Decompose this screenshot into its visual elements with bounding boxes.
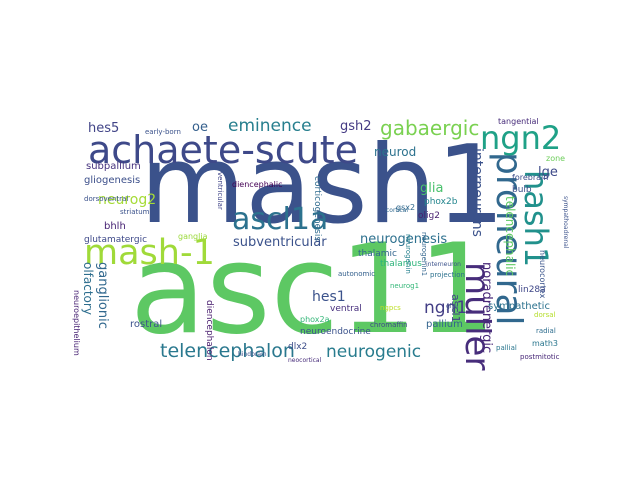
cloud-word: mash-1 (84, 233, 215, 273)
cloud-word: achaete-scute (88, 128, 358, 172)
cloud-word: ngn1 (424, 298, 468, 318)
cloud-word: glial (446, 303, 459, 310)
cloud-word: ventral (330, 304, 362, 314)
cloud-word: forebrain (512, 173, 549, 182)
cloud-word: hes5 (88, 121, 120, 136)
cloud-word: glia (420, 181, 444, 196)
cloud-word: zone (546, 154, 566, 163)
cloud-word: interneuron (426, 261, 461, 268)
cloud-word: gsh2 (340, 119, 372, 134)
cloud-word: neurogenesis (360, 232, 448, 247)
cloud-word: sympathoadrenal (562, 196, 569, 249)
cloud-word: oe (192, 120, 208, 135)
cloud-word: phox2b (424, 197, 458, 207)
cloud-word: bulb (512, 185, 532, 195)
cloud-word: lge (538, 165, 558, 180)
cloud-word: pallium (426, 319, 463, 330)
cloud-word: asc11 (130, 218, 497, 362)
cloud-word: ngpcs (380, 304, 401, 312)
cloud-word: neurod (374, 145, 417, 159)
cloud-word: diencephalic (232, 180, 283, 189)
cloud-word: dorsoventral (84, 195, 129, 203)
cloud-word: hindbrain (238, 351, 267, 358)
cloud-word: rostral (130, 319, 163, 330)
cloud-word: pallial (496, 344, 517, 352)
cloud-word: olig2 (418, 211, 440, 221)
cloud-word: phox2a (300, 315, 330, 324)
cloud-word: eminence (228, 116, 312, 136)
cloud-word: bhlh (104, 221, 126, 232)
cloud-word: thalamic (358, 249, 397, 259)
cloud-word: neurogenin1 (420, 232, 428, 277)
cloud-word: projection (430, 271, 465, 279)
cloud-word: neurogenin (404, 234, 412, 274)
cloud-word: striatum (120, 208, 150, 216)
cloud-word: math3 (532, 339, 558, 348)
cloud-word: ngn2 (480, 119, 562, 157)
cloud-word: cortical (386, 207, 409, 214)
cloud-word: glutamatergic (84, 235, 148, 245)
cloud-word: subventricular (233, 235, 327, 250)
cloud-word: neurogenic (326, 342, 422, 362)
cloud-word: neurog1 (390, 282, 420, 290)
cloud-word: interneurons (469, 148, 485, 237)
cloud-word: gliogenesis (84, 175, 141, 186)
cloud-word: chromaffin (370, 321, 408, 329)
cloud-word: postmitotic (520, 353, 560, 361)
cloud-word: ganglionic (95, 262, 110, 329)
cloud-word: radial (536, 327, 556, 335)
cloud-word: neuroepithelium (72, 290, 81, 356)
cloud-word: gsx2 (396, 203, 416, 212)
cloud-word: neocortical (288, 357, 322, 364)
cloud-word: ventricular (216, 172, 224, 210)
cloud-word: hes1 (312, 289, 346, 305)
cloud-word: telencephalic (503, 196, 517, 277)
cloud-word: neurocortex (538, 250, 547, 299)
cloud-word: tangential (498, 117, 539, 126)
cloud-word: autonomic (338, 270, 376, 278)
cloud-word: dlx2 (288, 342, 308, 352)
cloud-word: gabaergic (380, 116, 480, 140)
cloud-word: corticogenesis (312, 176, 322, 242)
cloud-word: olfactory (81, 262, 95, 315)
cloud-word: mash1 (140, 123, 505, 248)
cloud-word: ganglia (178, 232, 208, 241)
cloud-word: diencephalon (204, 300, 214, 361)
cloud-word: ascl1a (232, 202, 329, 237)
cloud-word: early-born (145, 128, 181, 136)
cloud-word: thalamus (380, 259, 422, 269)
cloud-word: lin28a (518, 285, 546, 295)
cloud-word: neuroendocrine (300, 327, 371, 337)
cloud-word: telencephalon (160, 340, 295, 362)
cloud-word: subpallium (86, 161, 141, 172)
cloud-word: neurog2 (98, 192, 157, 208)
cloud-word: sympathetic (488, 301, 550, 312)
cloud-word: dorsal (534, 311, 556, 319)
